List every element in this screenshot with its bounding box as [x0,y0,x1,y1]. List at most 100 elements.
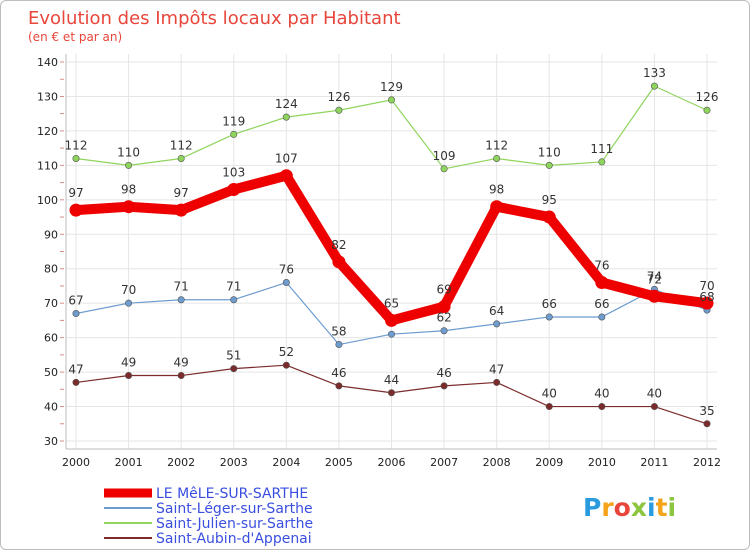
data-point [230,365,238,373]
data-point [69,203,83,217]
data-point [282,279,290,287]
data-label: 69 [436,283,451,297]
data-point [335,106,343,114]
proxiti-logo: Proxiti [583,493,676,522]
chart-title: Evolution des Impôts locaux par Habitant [28,8,401,29]
data-labels: 47 49 49 51 52 46 44 46 47 40 40 40 35 67 70 71 71 76 58 62… [65,66,719,418]
data-point [700,296,714,310]
gridlines [66,54,717,449]
data-point [177,296,185,304]
data-point [440,382,448,390]
data-point [332,255,346,269]
data-point [650,403,658,411]
data-point [72,378,80,386]
data-label: 70 [121,283,136,297]
x-tick-label: 2005 [325,456,353,469]
y-tick-label: 70 [44,297,58,310]
x-tick-label: 2007 [430,456,458,469]
data-point [279,169,293,183]
logo-letter: t [656,493,668,522]
data-label: 52 [279,345,294,359]
data-label: 126 [327,90,350,104]
data-point [545,313,553,321]
data-label: 44 [384,373,399,387]
data-label: 71 [226,280,241,294]
data-point [125,161,133,169]
data-label: 110 [538,145,561,159]
data-point [650,82,658,90]
x-tick-label: 2004 [272,456,300,469]
data-point [387,330,395,338]
data-point [227,182,241,196]
x-tick-label: 2011 [640,456,668,469]
data-label: 66 [594,297,609,311]
data-point [122,200,136,214]
legend-entry: LE MêLE-SUR-SARTHE [156,486,308,502]
y-axis: 30 40 50 60 70 80 90 100 110 120 130 140 [37,54,67,449]
data-point [595,276,609,290]
data-label: 40 [594,387,609,401]
y-tick-label: 80 [44,263,58,276]
y-tick-label: 50 [44,366,58,379]
data-label: 58 [331,325,346,339]
x-tick-label: 2002 [167,456,195,469]
data-point [545,403,553,411]
data-point [647,289,661,303]
data-label: 46 [436,366,451,380]
data-point [545,161,553,169]
data-point [230,296,238,304]
chart-subtitle: (en € et par an) [28,30,122,44]
data-point [282,113,290,121]
data-point [72,154,80,162]
x-tick-label: 2001 [115,456,143,469]
data-point [335,341,343,349]
data-label: 72 [647,272,662,286]
data-point [177,372,185,380]
data-label: 40 [542,387,557,401]
data-label: 98 [121,183,136,197]
data-point [385,313,398,327]
y-tick-label: 140 [37,56,58,69]
data-label: 110 [117,145,140,159]
data-label: 68 [699,290,714,304]
data-point [125,299,133,307]
data-label: 111 [590,142,613,156]
data-label: 112 [65,138,88,152]
data-label: 65 [384,296,399,310]
data-point [703,420,711,428]
data-label: 76 [594,259,609,273]
data-point [437,300,451,314]
data-label: 49 [121,356,136,370]
y-tick-label: 60 [44,332,58,345]
data-label: 47 [68,362,83,376]
data-point [387,96,395,104]
data-point [598,158,606,166]
data-label: 51 [226,349,241,363]
x-tick-label: 2010 [588,456,616,469]
data-label: 109 [433,149,456,163]
legend-entry: Saint-Julien-sur-Sarthe [156,516,313,532]
data-point [230,130,238,138]
data-point [174,203,188,217]
data-label: 71 [174,280,189,294]
logo-letter: o [614,493,631,522]
y-tick-label: 120 [37,125,58,138]
data-label: 129 [380,80,403,94]
data-point [440,327,448,335]
data-point [72,310,80,318]
data-point [387,389,395,397]
data-point [598,403,606,411]
x-tick-label: 2008 [483,456,511,469]
legend: LE MêLE-SUR-SARTHESaint-Léger-sur-Sarthe… [104,486,313,547]
logo-letter: r [601,493,614,522]
data-point [493,378,501,386]
data-point [598,313,606,321]
data-label: 95 [542,193,557,207]
x-tick-label: 2006 [378,456,406,469]
data-label: 40 [647,387,662,401]
y-tick-label: 100 [37,194,58,207]
legend-entry: Saint-Aubin-d'Appenai [156,531,312,547]
data-point [177,154,185,162]
logo-letter: x [631,493,647,522]
x-tick-label: 2012 [693,456,721,469]
